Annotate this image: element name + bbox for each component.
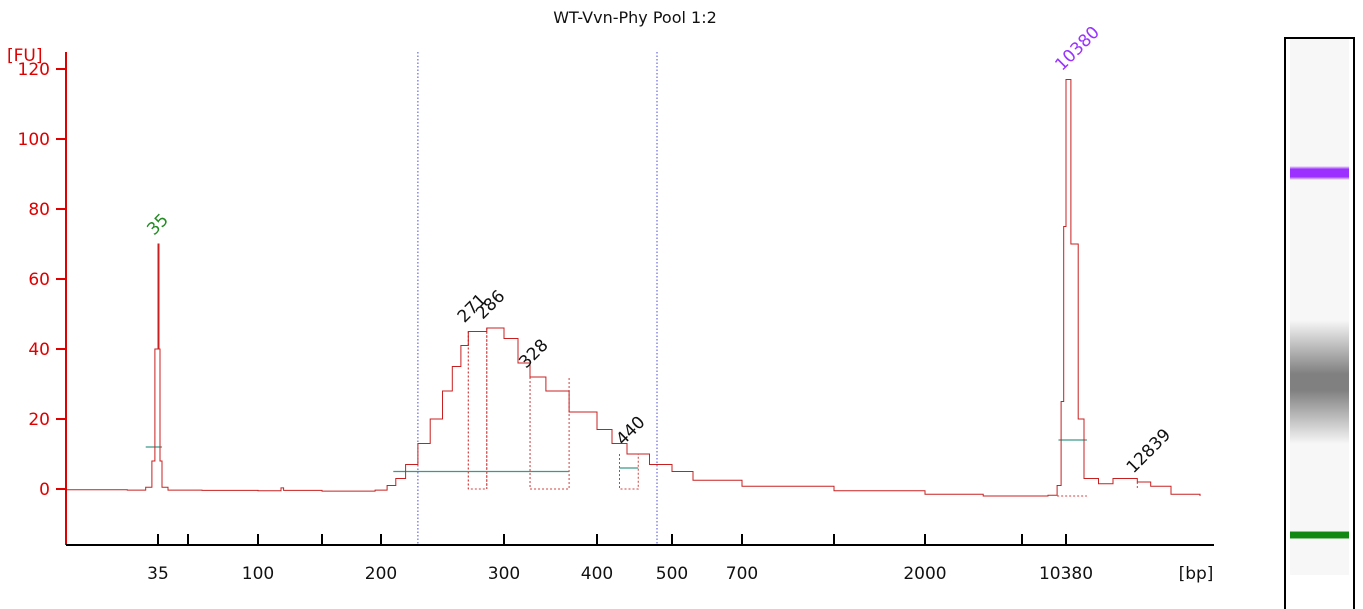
gel-band-upper-marker — [1290, 166, 1349, 180]
gel-band-lower-marker — [1290, 530, 1349, 539]
peak-label-12839: 12839 — [1123, 425, 1175, 477]
electropherogram-chart: 0 20 40 60 80 100 120[FU] 35 100 200 300 400 500 700 2… — [7, 23, 1214, 584]
axes: 0 20 40 60 80 100 120[FU] 35 100 200 300 400 500 700 2… — [7, 46, 1214, 584]
gel-lane-background — [1290, 39, 1349, 575]
x-tick-label-10380: 10380 — [1039, 564, 1093, 584]
y-tick-label-40: 40 — [28, 340, 50, 360]
trace-group — [66, 79, 1201, 497]
x-tick-label-200: 200 — [365, 564, 397, 584]
y-tick-label-0: 0 — [39, 480, 50, 500]
y-tick-label-60: 60 — [28, 270, 50, 290]
peak-baselines — [145, 439, 1087, 473]
x-tick-label-100: 100 — [242, 564, 274, 584]
chart-title: WT-Vvn-Phy Pool 1:2 — [553, 8, 717, 27]
x-axis-label: [bp] — [1179, 564, 1214, 584]
x-tick-label-2000: 2000 — [903, 564, 946, 584]
x-tick-label-400: 400 — [581, 564, 613, 584]
peak-label-328: 328 — [515, 335, 552, 372]
gel-band-library-smear — [1290, 320, 1349, 444]
x-tick-label-700: 700 — [726, 564, 758, 584]
peak-window-2 — [619, 454, 639, 490]
trace-line — [66, 79, 1201, 497]
peak-window-0 — [467, 331, 488, 490]
y-axis-label: [FU] — [7, 46, 43, 66]
y-tick-label-100: 100 — [18, 130, 50, 150]
gel-lane — [1284, 37, 1355, 609]
peak-label-35: 35 — [143, 210, 172, 239]
y-tick-label-80: 80 — [28, 200, 50, 220]
x-tick-label-300: 300 — [488, 564, 520, 584]
y-tick-label-120: 120 — [18, 60, 50, 80]
x-tick-label-35: 35 — [147, 564, 169, 584]
y-tick-label-20: 20 — [28, 410, 50, 430]
peak-windows — [467, 328, 1138, 497]
peak-window-1 — [529, 377, 570, 490]
peak-label-10380: 10380 — [1051, 23, 1103, 75]
x-tick-label-500: 500 — [656, 564, 688, 584]
